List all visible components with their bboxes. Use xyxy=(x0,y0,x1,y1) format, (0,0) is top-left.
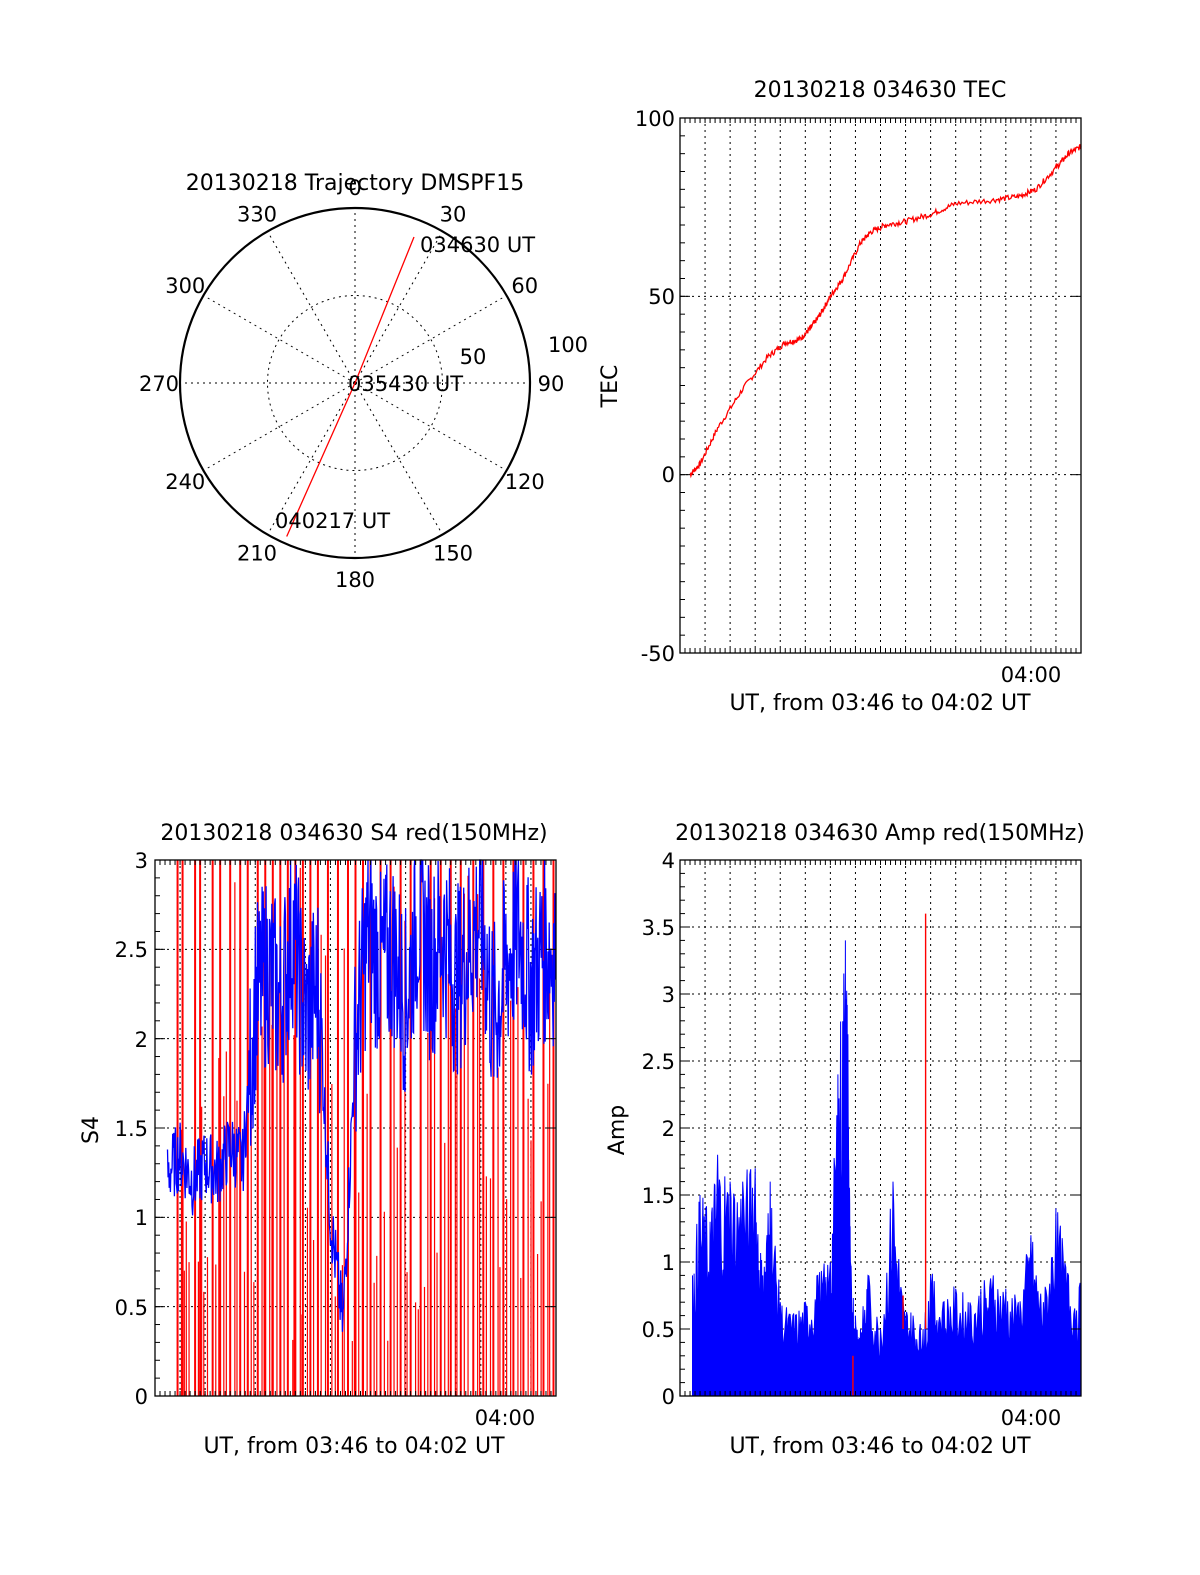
amp-y-tick-2.5: 2.5 xyxy=(642,1050,675,1074)
polar-spoke-330 xyxy=(267,231,356,384)
polar-angle-label-120: 120 xyxy=(505,470,545,494)
s4-y-tick-1: 1 xyxy=(135,1206,148,1230)
amp-y-tick-4: 4 xyxy=(662,849,675,873)
amp-y-tick-3: 3 xyxy=(662,983,675,1007)
amp-blue-series-fill xyxy=(692,940,1082,1397)
amp-y-axis-label: Amp xyxy=(605,1105,630,1155)
polar-spoke-150 xyxy=(354,382,443,535)
polar-angle-label-270: 270 xyxy=(139,372,179,396)
amp-y-tick-3.5: 3.5 xyxy=(642,916,675,940)
s4-y-tick-2.5: 2.5 xyxy=(115,938,148,962)
polar-angle-label-330: 330 xyxy=(237,202,277,226)
polar-angle-label-90: 90 xyxy=(538,372,565,396)
polar-angle-label-300: 300 xyxy=(165,274,205,298)
amp-x-axis-label: UT, from 03:46 to 04:02 UT xyxy=(729,1434,1031,1459)
tec-series-line xyxy=(689,144,1082,479)
amp-y-tick-1: 1 xyxy=(662,1251,675,1275)
polar-angle-label-180: 180 xyxy=(335,568,375,592)
tec-y-tick-100: 100 xyxy=(635,107,675,131)
polar-spoke-30 xyxy=(354,231,443,384)
polar-angle-label-150: 150 xyxy=(433,542,473,566)
polar-angle-label-240: 240 xyxy=(165,470,205,494)
s4-x-axis-label: UT, from 03:46 to 04:02 UT xyxy=(203,1434,505,1459)
tec-x-tick-0400: 04:00 xyxy=(1001,663,1062,687)
polar-angle-label-30: 30 xyxy=(440,202,467,226)
tec-x-axis-label: UT, from 03:46 to 04:02 UT xyxy=(729,691,1031,716)
polar-radial-label-50: 50 xyxy=(460,345,487,369)
s4-y-tick-0: 0 xyxy=(135,1385,148,1409)
amp-title: 20130218 034630 Amp red(150MHz) xyxy=(675,821,1085,846)
polar-spoke-60 xyxy=(354,295,507,384)
polar-angle-labels: 0 30 60 90 120 150 180 210 240 270 300 330 xyxy=(139,176,564,592)
s4-y-axis-label: S4 xyxy=(79,1116,104,1144)
s4-title: 20130218 034630 S4 red(150MHz) xyxy=(160,821,547,846)
polar-ring-50 xyxy=(267,295,443,471)
polar-outer-circle xyxy=(178,206,532,560)
tec-y-tick-0: 0 xyxy=(662,463,675,487)
polar-angle-label-0: 0 xyxy=(348,176,361,200)
s4-x-tick-0400: 04:00 xyxy=(475,1406,536,1430)
tec-y-tick-minus50: -50 xyxy=(641,642,675,666)
s4-y-tick-2: 2 xyxy=(135,1028,148,1052)
s4-blue-series-line xyxy=(166,859,557,1332)
s4-panel: 20130218 034630 S4 red(150MHz) 3 2.5 2 1… xyxy=(79,821,557,1459)
s4-axis-ticks xyxy=(155,859,556,1397)
polar-grid xyxy=(180,208,530,558)
amp-y-tick-1.5: 1.5 xyxy=(642,1184,675,1208)
amp-y-tick-2: 2 xyxy=(662,1117,675,1141)
polar-title: 20130218 Trajectory DMSPF15 xyxy=(186,171,524,196)
polar-radial-label-100: 100 xyxy=(548,333,588,357)
amp-x-tick-0400: 04:00 xyxy=(1001,1406,1062,1430)
polar-angle-label-60: 60 xyxy=(511,274,538,298)
s4-y-tick-1.5: 1.5 xyxy=(115,1117,148,1141)
amp-panel: 20130218 034630 Amp red(150MHz) 4 3.5 3 … xyxy=(605,821,1085,1459)
polar-panel: 20130218 Trajectory DMSPF15 0 30 60 90 120 15… xyxy=(139,171,588,592)
polar-annotation-start: 034630 UT xyxy=(420,233,535,257)
polar-spoke-120 xyxy=(354,382,507,471)
amp-axis-ticks xyxy=(680,859,1081,1397)
tec-y-axis-label: TEC xyxy=(598,365,623,409)
polar-spoke-240 xyxy=(203,382,356,471)
tec-panel: 20130218 034630 TEC 100 50 0 -50 04:00 U… xyxy=(598,78,1082,716)
polar-annotation-mid: 035430 UT xyxy=(348,372,463,396)
amp-y-tick-0.5: 0.5 xyxy=(642,1318,675,1342)
polar-annotation-end: 040217 UT xyxy=(275,509,390,533)
tec-y-tick-50: 50 xyxy=(648,285,675,309)
s4-grid xyxy=(155,860,556,1396)
tec-plot-frame xyxy=(679,117,1082,654)
polar-spoke-300 xyxy=(203,295,356,384)
polar-angle-label-210: 210 xyxy=(237,542,277,566)
s4-y-tick-0.5: 0.5 xyxy=(115,1296,148,1320)
tec-title: 20130218 034630 TEC xyxy=(754,78,1007,103)
amp-red-spikes xyxy=(852,913,927,1396)
s4-y-tick-3: 3 xyxy=(135,849,148,873)
tec-axis-ticks xyxy=(680,117,1081,654)
polar-trajectory-line xyxy=(286,236,415,537)
tec-grid xyxy=(680,118,1081,653)
amp-y-tick-0: 0 xyxy=(662,1385,675,1409)
polar-spoke-210 xyxy=(267,382,356,535)
